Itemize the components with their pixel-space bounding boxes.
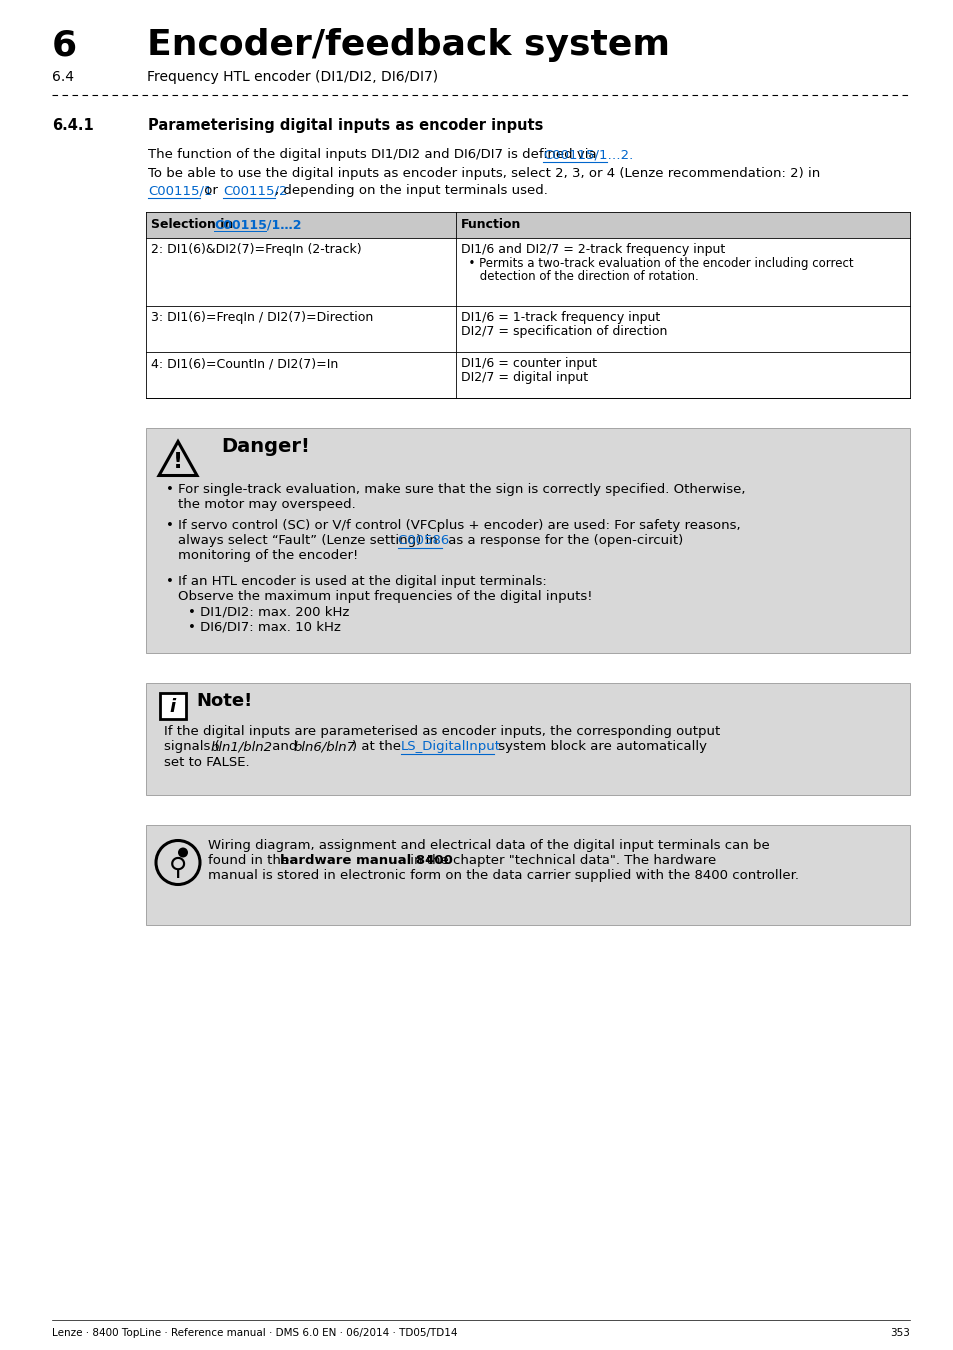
Text: Danger!: Danger! [221,437,310,456]
Text: • For single-track evaluation, make sure that the sign is correctly specified. O: • For single-track evaluation, make sure… [166,482,744,495]
Text: 353: 353 [889,1328,909,1338]
Text: Encoder/feedback system: Encoder/feedback system [147,28,669,62]
Text: To be able to use the digital inputs as encoder inputs, select 2, 3, or 4 (Lenze: To be able to use the digital inputs as … [148,166,820,180]
Text: the motor may overspeed.: the motor may overspeed. [178,498,355,512]
Text: Function: Function [460,219,521,231]
Text: • If an HTL encoder is used at the digital input terminals:: • If an HTL encoder is used at the digit… [166,575,546,587]
Text: C00115/1…2.: C00115/1…2. [542,148,633,161]
Text: in the chapter "technical data". The hardware: in the chapter "technical data". The har… [406,855,716,867]
Text: or: or [200,184,222,197]
Text: C00115/2: C00115/2 [223,184,287,197]
Text: DI2/7 = specification of direction: DI2/7 = specification of direction [460,325,667,339]
Text: Wiring diagram, assignment and electrical data of the digital input terminals ca: Wiring diagram, assignment and electrica… [208,838,769,852]
Text: Observe the maximum input frequencies of the digital inputs!: Observe the maximum input frequencies of… [178,590,592,603]
Text: as a response for the (open-circuit): as a response for the (open-circuit) [443,535,682,547]
Text: Frequency HTL encoder (DI1/DI2, DI6/DI7): Frequency HTL encoder (DI1/DI2, DI6/DI7) [147,70,437,84]
Text: • Permits a two-track evaluation of the encoder including correct: • Permits a two-track evaluation of the … [460,258,853,270]
Text: 4: DI1(6)=CountIn / DI2(7)=In: 4: DI1(6)=CountIn / DI2(7)=In [151,358,338,370]
Text: DI1/6 and DI2/7 = 2-track frequency input: DI1/6 and DI2/7 = 2-track frequency inpu… [460,243,724,256]
Text: found in the: found in the [208,855,294,867]
Text: DI1/6 = 1-track frequency input: DI1/6 = 1-track frequency input [460,312,659,324]
Text: 3: DI1(6)=FreqIn / DI2(7)=Direction: 3: DI1(6)=FreqIn / DI2(7)=Direction [151,312,373,324]
Text: 2: DI1(6)&DI2(7)=FreqIn (2-track): 2: DI1(6)&DI2(7)=FreqIn (2-track) [151,243,361,256]
Text: If the digital inputs are parameterised as encoder inputs, the corresponding out: If the digital inputs are parameterised … [164,725,720,737]
Text: detection of the direction of rotation.: detection of the direction of rotation. [460,270,698,284]
Text: signals (: signals ( [164,740,219,753]
Bar [146,212,909,238]
Text: ⚲: ⚲ [169,856,187,879]
Text: set to FALSE.: set to FALSE. [164,756,250,768]
Text: bln6/bln7: bln6/bln7 [294,740,355,753]
Text: i: i [170,698,176,716]
Text: manual is stored in electronic form on the data carrier supplied with the 8400 c: manual is stored in electronic form on t… [208,869,799,883]
Text: DI1/6 = counter input: DI1/6 = counter input [460,358,597,370]
Text: Lenze · 8400 TopLine · Reference manual · DMS 6.0 EN · 06/2014 · TD05/TD14: Lenze · 8400 TopLine · Reference manual … [52,1328,457,1338]
Text: Parameterising digital inputs as encoder inputs: Parameterising digital inputs as encoder… [148,117,543,134]
Bar [146,428,909,652]
Text: DI2/7 = digital input: DI2/7 = digital input [460,371,587,385]
Text: C00115/1: C00115/1 [148,184,213,197]
Text: and: and [268,740,301,753]
Text: hardware manual 8400: hardware manual 8400 [280,855,453,867]
Text: C00115/1…2: C00115/1…2 [213,219,301,231]
Text: system block are automatically: system block are automatically [494,740,706,753]
Text: ) at the: ) at the [352,740,405,753]
Text: bln1/bln2: bln1/bln2 [211,740,273,753]
Text: • DI1/DI2: max. 200 kHz: • DI1/DI2: max. 200 kHz [188,606,349,618]
Text: 6.4: 6.4 [52,70,74,84]
Text: • If servo control (SC) or V/f control (VFCplus + encoder) are used: For safety : • If servo control (SC) or V/f control (… [166,518,740,532]
Text: 6.4.1: 6.4.1 [52,117,93,134]
Text: Note!: Note! [195,693,252,710]
Text: !: ! [172,452,183,472]
Text: C00586: C00586 [397,535,453,547]
Text: Selection in: Selection in [151,219,237,231]
Text: LS_DigitalInput: LS_DigitalInput [400,740,500,753]
Bar [146,683,909,795]
Text: The function of the digital inputs DI1/DI2 and DI6/DI7 is defined via: The function of the digital inputs DI1/D… [148,148,600,161]
Text: • DI6/DI7: max. 10 kHz: • DI6/DI7: max. 10 kHz [188,621,340,634]
Bar [146,825,909,925]
Text: , depending on the input terminals used.: , depending on the input terminals used. [274,184,547,197]
Text: always select “Fault” (Lenze setting) in: always select “Fault” (Lenze setting) in [178,535,441,547]
Text: monitoring of the encoder!: monitoring of the encoder! [178,549,358,563]
Circle shape [178,848,188,857]
Text: 6: 6 [52,28,77,62]
Bar [160,693,186,718]
